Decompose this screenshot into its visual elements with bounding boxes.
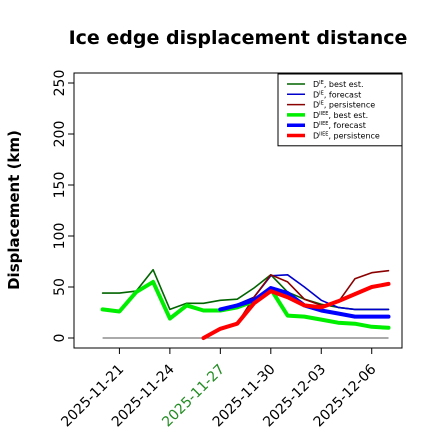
chart-title: Ice edge displacement distance	[69, 27, 408, 49]
legend: DIE, best est.DIE, forecast DIE, persiste…	[277, 73, 403, 147]
series-line	[201, 281, 391, 340]
legend-label: DIE, forecast	[313, 90, 361, 99]
y-tick-label: 200	[52, 121, 68, 148]
legend-label: DIIEE, best est.	[313, 111, 368, 120]
y-axis-label: Displacement (km)	[5, 130, 23, 290]
y-tick-label: 100	[52, 223, 68, 250]
legend-label: DIE, persistence	[313, 101, 375, 110]
legend-label: DIIEE, persistence	[313, 132, 380, 141]
y-tick-label: 150	[52, 172, 68, 199]
y-tick-label: 0	[52, 334, 68, 343]
series-group	[100, 268, 391, 340]
y-tick-label: 250	[52, 70, 68, 97]
legend-label: DIE, best est.	[313, 80, 364, 89]
legend-label: DIIEE, forecast	[313, 121, 366, 130]
y-tick-label: 50	[52, 278, 68, 296]
series-line	[219, 273, 390, 311]
plot-frame	[73, 72, 403, 349]
